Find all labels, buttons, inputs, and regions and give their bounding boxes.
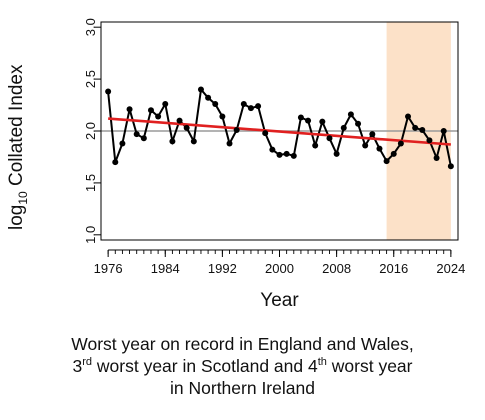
data-point (183, 124, 190, 131)
caption: Worst year on record in England and Wale… (0, 333, 485, 399)
data-point (297, 114, 304, 121)
data-point (233, 126, 240, 133)
y-tick-label: 1.5 (83, 174, 98, 192)
data-point (112, 159, 119, 166)
x-tick-label: 2024 (436, 261, 465, 276)
x-axis-label: Year (260, 290, 299, 311)
data-point (312, 142, 319, 149)
data-point (147, 107, 154, 114)
y-axis-label: log10 Collated Index (6, 64, 30, 230)
data-point (247, 105, 254, 112)
data-point (405, 113, 412, 120)
data-point (426, 137, 433, 144)
data-point (197, 86, 204, 93)
data-point (333, 150, 340, 157)
trend-line (108, 117, 451, 146)
y-tick-label: 1.0 (83, 226, 98, 244)
data-point (347, 111, 354, 118)
x-tick-label: 2000 (265, 261, 294, 276)
data-point (412, 124, 419, 131)
data-point (255, 103, 262, 110)
data-point (290, 152, 297, 159)
data-point (262, 130, 269, 137)
data-point (176, 117, 183, 124)
data-point (369, 131, 376, 138)
data-point (340, 124, 347, 131)
data-point (383, 158, 390, 165)
data-point (190, 138, 197, 145)
x-tick-label: 1984 (151, 261, 180, 276)
x-tick-label: 2016 (379, 261, 408, 276)
data-point (212, 101, 219, 108)
data-point (219, 113, 226, 120)
data-point (326, 135, 333, 142)
data-point (105, 88, 112, 95)
data-point (362, 142, 369, 149)
data-point (276, 151, 283, 158)
caption-line-1: Worst year on record in England and Wale… (71, 334, 414, 354)
data-point (319, 118, 326, 125)
data-point (162, 101, 169, 108)
data-point (376, 145, 383, 152)
data-point (283, 150, 290, 157)
y-tick-label: 3.0 (83, 18, 98, 36)
data-point (155, 113, 162, 120)
data-point (433, 154, 440, 161)
data-point (447, 163, 454, 170)
y-tick-label: 2.0 (83, 122, 98, 140)
y-tick-label: 2.5 (83, 70, 98, 88)
caption-line-2: 3rd worst year in Scotland and 4th worst… (72, 356, 413, 376)
data-point (126, 106, 133, 113)
data-point (305, 117, 312, 124)
data-point (397, 140, 404, 147)
caption-line-3: in Northern Ireland (170, 378, 315, 398)
data-point (390, 150, 397, 157)
data-point (419, 126, 426, 133)
data-point (140, 135, 147, 142)
data-point (133, 131, 140, 138)
data-point (440, 128, 447, 134)
data-point (269, 146, 276, 153)
data-point (240, 101, 247, 108)
x-tick-label: 2008 (322, 261, 351, 276)
data-point (119, 140, 126, 147)
data-point (226, 140, 233, 147)
data-point (205, 94, 212, 101)
data-point (169, 138, 176, 145)
x-tick-label: 1976 (94, 261, 123, 276)
x-tick-label: 1992 (208, 261, 237, 276)
data-point (355, 120, 362, 127)
